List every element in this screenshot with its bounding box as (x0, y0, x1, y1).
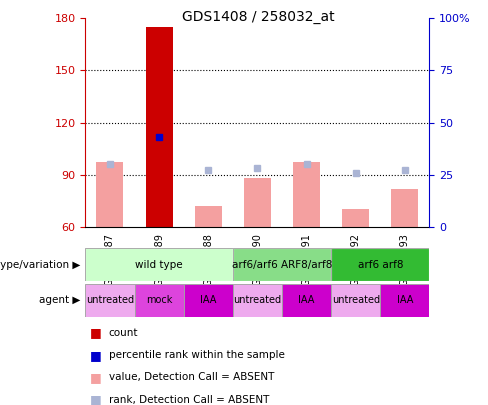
Bar (331, 248, 429, 281)
Bar (233, 284, 282, 317)
Text: arf6 arf8: arf6 arf8 (358, 260, 403, 270)
Text: IAA: IAA (298, 295, 315, 305)
Bar (85, 284, 135, 317)
Text: arf6/arf6 ARF8/arf8: arf6/arf6 ARF8/arf8 (232, 260, 332, 270)
Text: ■: ■ (90, 326, 102, 339)
Bar (97, 162, 123, 227)
Bar (391, 189, 418, 227)
Bar (145, 27, 173, 227)
Text: ■: ■ (90, 349, 102, 362)
Text: ■: ■ (90, 393, 102, 405)
Bar (233, 248, 331, 281)
Text: IAA: IAA (397, 295, 413, 305)
Bar (282, 284, 331, 317)
Bar (331, 284, 380, 317)
Bar (85, 248, 233, 281)
Text: percentile rank within the sample: percentile rank within the sample (109, 350, 285, 360)
Bar (183, 284, 233, 317)
Bar (135, 284, 183, 317)
Bar (244, 178, 271, 227)
Text: genotype/variation ▶: genotype/variation ▶ (0, 260, 81, 270)
Bar (135, 284, 183, 317)
Text: wild type: wild type (135, 260, 183, 270)
Text: untreated: untreated (86, 295, 134, 305)
Bar (233, 284, 282, 317)
Bar (293, 162, 320, 227)
Bar (85, 248, 233, 281)
Text: mock: mock (146, 295, 172, 305)
Text: untreated: untreated (233, 295, 282, 305)
Bar (342, 209, 369, 227)
Bar (331, 248, 429, 281)
Text: rank, Detection Call = ABSENT: rank, Detection Call = ABSENT (109, 395, 269, 405)
Bar (380, 284, 429, 317)
Text: value, Detection Call = ABSENT: value, Detection Call = ABSENT (109, 373, 274, 382)
Text: count: count (109, 328, 138, 338)
Bar (195, 206, 222, 227)
Text: ■: ■ (90, 371, 102, 384)
Text: IAA: IAA (200, 295, 217, 305)
Bar (233, 248, 331, 281)
Text: GDS1408 / 258032_at: GDS1408 / 258032_at (183, 10, 335, 24)
Bar (282, 284, 331, 317)
Bar (183, 284, 233, 317)
Text: untreated: untreated (332, 295, 380, 305)
Bar (85, 284, 135, 317)
Bar (380, 284, 429, 317)
Bar (331, 284, 380, 317)
Text: agent ▶: agent ▶ (39, 295, 81, 305)
